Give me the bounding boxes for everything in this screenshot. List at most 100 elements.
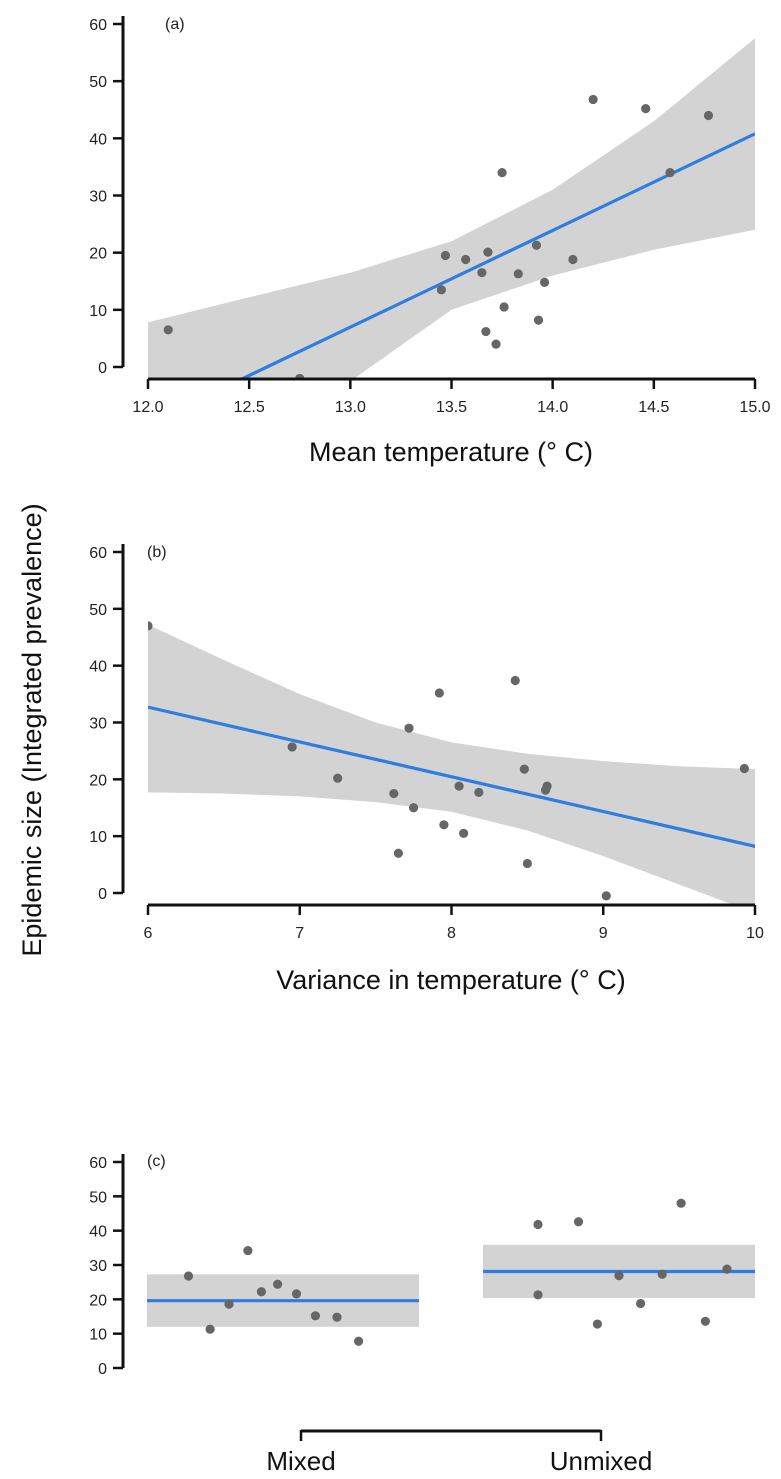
data-point — [533, 315, 544, 325]
data-point — [533, 1290, 543, 1300]
data-point — [533, 1219, 543, 1230]
data-point — [510, 675, 520, 686]
x-tick-label: 7 — [295, 925, 304, 942]
data-point — [287, 742, 297, 752]
data-point — [588, 94, 598, 105]
y-tick-label: 50 — [89, 602, 107, 619]
data-point — [354, 1336, 364, 1346]
data-point — [531, 240, 542, 250]
data-point — [393, 848, 403, 858]
data-point — [499, 302, 509, 312]
data-point — [474, 787, 484, 798]
y-tick-label: 20 — [89, 1292, 107, 1309]
data-point — [148, 621, 153, 631]
category-label-mixed: Mixed — [266, 1446, 335, 1476]
y-tick-label: 20 — [89, 772, 107, 789]
data-point — [389, 788, 399, 799]
y-tick-label: 30 — [89, 716, 107, 733]
data-point — [483, 247, 493, 257]
data-point — [477, 268, 487, 278]
data-point — [183, 1271, 194, 1281]
x-tick-label: 9 — [599, 925, 608, 942]
x-tick-label: 13.5 — [436, 399, 467, 416]
data-point — [513, 269, 523, 279]
data-point — [601, 891, 611, 901]
y-tick-label: 40 — [89, 659, 107, 676]
category-label-unmixed: Unmixed — [550, 1446, 653, 1476]
data-point — [440, 250, 451, 261]
data-point — [491, 339, 501, 349]
data-point — [224, 1299, 234, 1309]
y-tick-label: 20 — [89, 246, 107, 263]
y-tick-label: 0 — [98, 360, 107, 377]
y-tick-label: 50 — [89, 1189, 107, 1206]
data-point — [459, 828, 469, 838]
data-point — [657, 1269, 667, 1279]
data-point — [332, 1312, 342, 1322]
y-tick-label: 40 — [89, 1224, 107, 1241]
data-point — [761, 843, 770, 852]
y-tick-label: 60 — [89, 545, 107, 562]
data-point — [519, 764, 529, 774]
y-tick-label: 30 — [89, 1258, 107, 1275]
panel-c-mixing-treatment: (c) 0 10 20 30 40 50 60 Mixed Unmixed — [89, 1153, 755, 1476]
data-point — [641, 104, 651, 114]
y-tick-label: 50 — [89, 74, 107, 91]
x-tick-label: 8 — [447, 925, 456, 942]
data-point — [573, 1217, 584, 1227]
x-tick-label: 14.0 — [537, 399, 568, 416]
x-tick-label: 14.5 — [638, 399, 669, 416]
panel-b-x-axis-label: Variance in temperature (° C) — [276, 965, 625, 995]
data-point — [568, 254, 578, 265]
data-point — [700, 1316, 711, 1326]
x-tick-label: 15.0 — [739, 399, 770, 416]
data-point — [676, 1198, 686, 1208]
data-point — [256, 1287, 266, 1297]
data-point — [703, 110, 714, 121]
panel-a-plot-area — [148, 38, 755, 379]
y-tick-label: 0 — [98, 1361, 107, 1378]
x-tick-label: 13.0 — [335, 399, 366, 416]
data-point — [310, 1311, 320, 1321]
panel-c-tag: (c) — [147, 1153, 166, 1170]
panel-b-tag: (b) — [147, 544, 167, 561]
panel-b-plot-area — [148, 621, 770, 905]
data-point — [539, 277, 550, 287]
x-tick-label: 10 — [746, 925, 764, 942]
y-tick-label: 10 — [89, 829, 107, 846]
y-tick-label: 60 — [89, 17, 107, 34]
data-point — [614, 1271, 624, 1281]
data-point — [481, 326, 491, 337]
y-tick-label: 10 — [89, 1327, 107, 1344]
data-point — [404, 723, 414, 733]
data-point — [333, 773, 343, 783]
data-point — [636, 1298, 646, 1309]
y-tick-label: 10 — [89, 303, 107, 320]
panel-a-tag: (a) — [165, 16, 185, 33]
data-point — [291, 1289, 302, 1299]
data-point — [497, 168, 507, 178]
data-point — [665, 168, 675, 178]
x-tick-label: 12.5 — [234, 399, 265, 416]
y-tick-label: 0 — [98, 886, 107, 903]
y-tick-label: 30 — [89, 189, 107, 206]
panel-b-regression-line — [148, 705, 755, 848]
data-point — [739, 763, 749, 774]
data-point — [436, 285, 446, 295]
data-point — [408, 803, 419, 813]
panel-a-mean-temperature: (a) Mean temperature (° C) 0 10 20 30 40 50 60… — [89, 16, 771, 467]
panel-b-confidence-band — [148, 624, 755, 905]
data-point — [434, 688, 444, 698]
panel-b-variance-temperature: (b) Variance in temperature (° C) 0 10 20 3… — [89, 544, 770, 995]
data-point — [205, 1324, 215, 1334]
data-point — [454, 781, 464, 791]
data-point — [722, 1264, 732, 1274]
data-point — [163, 325, 173, 335]
data-point — [592, 1319, 603, 1329]
data-point — [542, 781, 552, 791]
data-point — [461, 254, 471, 265]
data-point — [522, 858, 532, 869]
shared-y-axis-label: Epidemic size (Integrated prevalence) — [17, 503, 47, 956]
y-tick-label: 40 — [89, 131, 107, 148]
